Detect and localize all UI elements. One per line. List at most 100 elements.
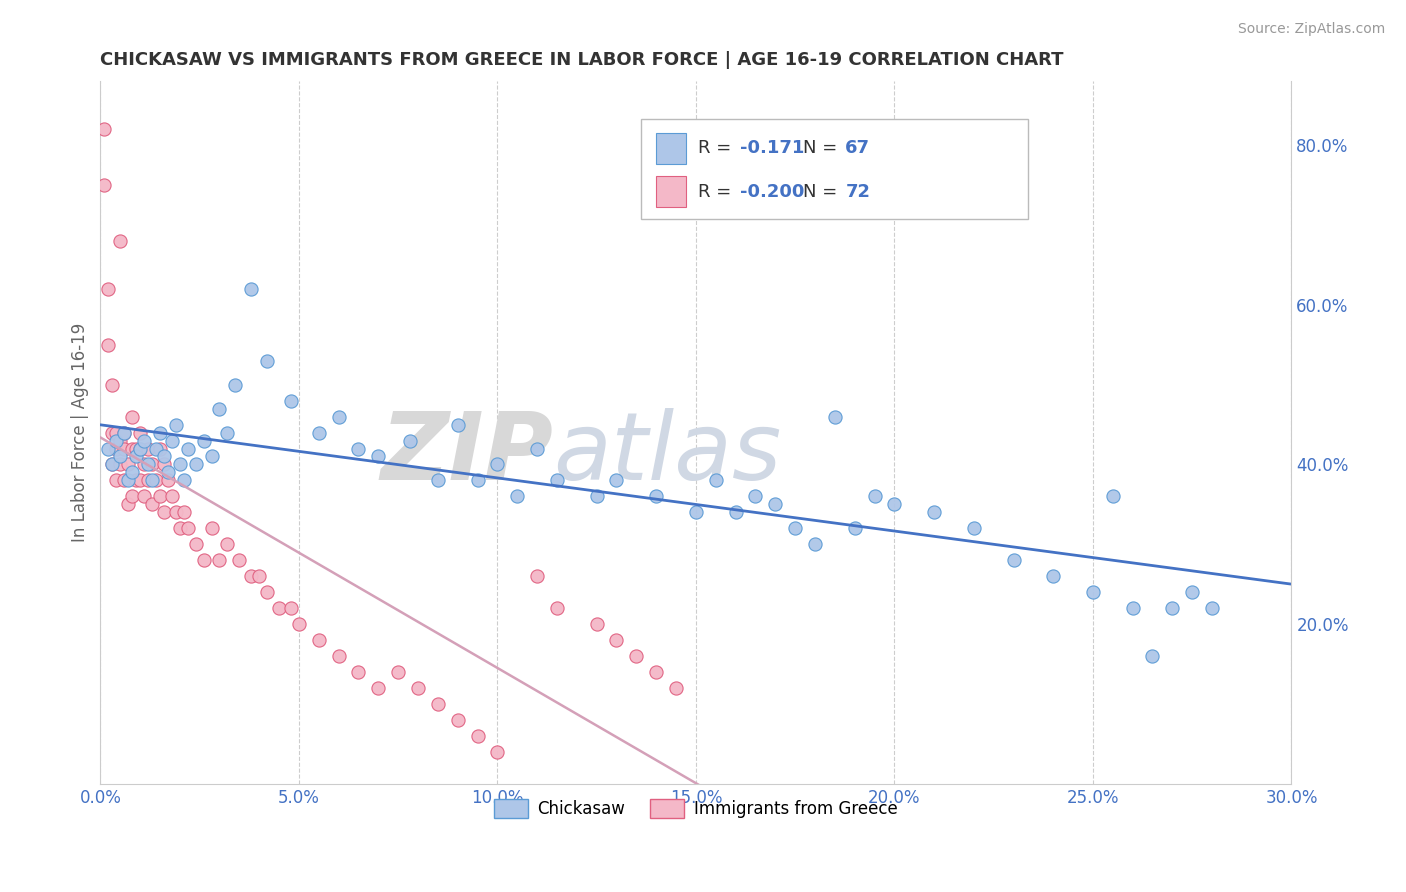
Point [149,425,172,440]
Point [546,474,568,488]
Point [101,458,124,472]
Point [1042,569,1064,583]
Point [176,442,198,456]
Point [153,458,176,472]
Point [863,489,886,503]
Point [1101,489,1123,503]
Point [844,521,866,535]
Point [367,450,389,464]
Text: R =: R = [697,139,737,157]
Point [963,521,986,535]
Point [93,122,115,136]
Point [117,458,139,472]
Point [121,489,143,503]
Point [585,489,607,503]
Point [101,458,124,472]
Point [467,474,489,488]
Point [108,434,131,448]
Point [208,553,231,567]
Point [156,466,179,480]
Point [387,665,409,679]
Point [121,442,143,456]
Point [121,409,143,424]
Point [1201,601,1223,615]
Point [193,553,215,567]
Point [240,569,263,583]
Point [165,505,187,519]
Point [704,474,727,488]
Point [169,458,191,472]
Point [112,425,135,440]
Y-axis label: In Labor Force | Age 16-19: In Labor Force | Age 16-19 [72,323,89,542]
Point [256,585,278,599]
Point [526,569,548,583]
Text: 67: 67 [845,139,870,157]
Point [228,553,250,567]
Point [112,474,135,488]
Point [132,489,155,503]
Point [117,474,139,488]
Point [1142,648,1164,663]
Point [112,442,135,456]
Point [1161,601,1184,615]
Point [724,505,747,519]
Point [626,648,648,663]
Point [467,729,489,743]
Point [256,353,278,368]
Point [347,665,370,679]
Point [665,681,688,695]
Point [1181,585,1204,599]
Point [129,425,152,440]
Point [176,521,198,535]
Point [160,434,183,448]
Point [308,633,330,648]
Point [105,434,128,448]
Point [105,425,128,440]
Point [883,497,905,511]
Point [406,681,429,695]
Point [240,282,263,296]
Point [173,474,195,488]
Text: N =: N = [803,139,844,157]
Point [117,497,139,511]
Point [149,489,172,503]
Point [97,337,120,351]
Point [108,234,131,248]
Point [785,521,807,535]
Point [108,450,131,464]
Point [922,505,945,519]
Text: CHICKASAW VS IMMIGRANTS FROM GREECE IN LABOR FORCE | AGE 16-19 CORRELATION CHART: CHICKASAW VS IMMIGRANTS FROM GREECE IN L… [100,51,1064,69]
Point [93,178,115,193]
Point [156,474,179,488]
Point [200,521,222,535]
Point [685,505,707,519]
Point [149,442,172,456]
Point [506,489,529,503]
Text: N =: N = [803,183,844,201]
Point [153,505,176,519]
Point [447,713,470,727]
Point [328,409,350,424]
Text: Source: ZipAtlas.com: Source: ZipAtlas.com [1237,22,1385,37]
Text: ZIP: ZIP [380,408,553,500]
Point [367,681,389,695]
Point [153,450,176,464]
Legend: Chickasaw, Immigrants from Greece: Chickasaw, Immigrants from Greece [488,792,904,824]
Point [200,450,222,464]
Point [101,377,124,392]
Point [125,474,148,488]
Point [804,537,827,551]
Point [224,377,246,392]
Point [97,442,120,456]
Point [160,489,183,503]
Point [125,450,148,464]
Point [399,434,422,448]
Point [193,434,215,448]
Point [184,537,207,551]
Text: atlas: atlas [553,409,782,500]
Point [145,474,167,488]
Point [125,442,148,456]
Point [141,474,163,488]
Point [165,417,187,432]
Point [97,282,120,296]
